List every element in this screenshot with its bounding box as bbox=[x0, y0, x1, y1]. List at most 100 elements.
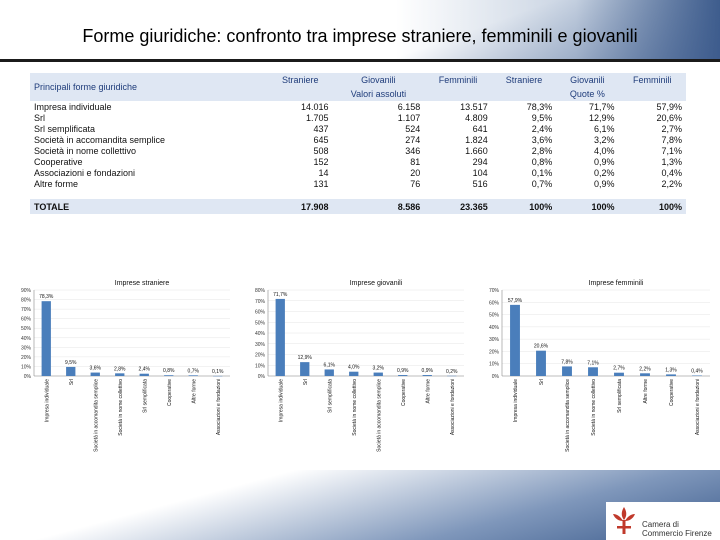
data-label: 7,1% bbox=[587, 360, 599, 366]
table-cell: 2,2% bbox=[661, 178, 682, 189]
y-tick-label: 50% bbox=[21, 326, 32, 332]
table-row: Cooperative 152 81 294 0,8% 0,9% 1,3% bbox=[30, 156, 686, 167]
data-label: 6,1% bbox=[324, 362, 336, 368]
y-tick-label: 70% bbox=[255, 299, 266, 305]
data-label: 3,6% bbox=[90, 366, 102, 372]
table-cell: 4.809 bbox=[465, 112, 488, 123]
y-tick-label: 70% bbox=[489, 288, 500, 294]
bar bbox=[536, 350, 546, 376]
y-tick-label: 10% bbox=[21, 364, 32, 370]
bar bbox=[66, 366, 76, 376]
x-tick-label: Cooperative bbox=[167, 379, 173, 406]
data-label: 57,9% bbox=[508, 298, 523, 304]
table-cell: 2,4% bbox=[531, 123, 553, 134]
row-label: TOTALE bbox=[30, 199, 268, 214]
y-tick-label: 0% bbox=[24, 374, 32, 380]
data-label: 2,2% bbox=[639, 366, 651, 372]
x-tick-label: Società in nome collettivo bbox=[352, 379, 358, 436]
table-cell: 100% bbox=[556, 199, 619, 214]
data-label: 0,7% bbox=[188, 368, 200, 374]
data-label: 20,6% bbox=[534, 344, 549, 350]
y-tick-label: 50% bbox=[489, 313, 500, 319]
bar bbox=[300, 362, 310, 376]
table-cell: 0,9% bbox=[594, 156, 615, 167]
chart-title: Imprese giovanili bbox=[350, 280, 403, 287]
bar bbox=[324, 369, 334, 376]
table-cell: 0,8% bbox=[531, 156, 553, 167]
bar bbox=[398, 375, 408, 376]
y-tick-label: 90% bbox=[21, 288, 32, 294]
forms-table: Principali forme giuridiche Straniere Gi… bbox=[30, 73, 686, 260]
table-cell: 3,6% bbox=[531, 134, 553, 145]
col-straniere-pct: Straniere bbox=[491, 73, 557, 87]
col-femminili-abs: Femminili bbox=[424, 73, 492, 87]
x-tick-label: Cooperative bbox=[401, 379, 407, 406]
y-tick-label: 70% bbox=[21, 307, 32, 313]
table-cell: 20,6% bbox=[656, 112, 682, 123]
table-cell: 104 bbox=[472, 167, 488, 178]
row-label: Srl bbox=[34, 112, 45, 123]
row-label: Impresa individuale bbox=[34, 101, 112, 112]
y-tick-label: 10% bbox=[489, 362, 500, 368]
table-row: Impresa individuale 14.016 6.158 13.517 78,3… bbox=[30, 101, 686, 112]
slide-title: Forme giuridiche: confronto tra imprese … bbox=[82, 26, 638, 46]
data-label: 3,2% bbox=[373, 366, 385, 372]
data-label: 0,2% bbox=[446, 369, 458, 375]
bar bbox=[422, 375, 432, 376]
y-tick-label: 60% bbox=[21, 317, 32, 323]
y-tick-label: 10% bbox=[255, 363, 266, 369]
y-tick-label: 80% bbox=[255, 288, 266, 294]
table-cell: 0,9% bbox=[594, 178, 615, 189]
table-cell: 645 bbox=[313, 134, 329, 145]
table-cell: 57,9% bbox=[656, 101, 682, 112]
bar bbox=[90, 372, 100, 376]
chart-straniere: Imprese straniere 0% 10% 20% 30% 40% 50% 60% 70%… bbox=[4, 268, 236, 458]
x-tick-label: Impresa individuale bbox=[513, 379, 519, 422]
col-giovanili-pct: Giovanili bbox=[556, 73, 619, 87]
x-tick-label: Altre forme bbox=[643, 379, 649, 404]
y-tick-label: 40% bbox=[489, 325, 500, 331]
y-tick-label: 60% bbox=[489, 300, 500, 306]
group-pct-label: Quote % bbox=[556, 87, 619, 101]
chart-giovanili-svg: Imprese giovanili 0% 10% 20% 30% 40% 50% 60% 70%… bbox=[255, 280, 464, 452]
bar bbox=[275, 298, 285, 376]
x-tick-label: Società in accomandita semplice bbox=[93, 379, 99, 452]
y-tick-label: 40% bbox=[21, 336, 32, 342]
bar bbox=[188, 375, 198, 376]
table-cell: 4,0% bbox=[594, 145, 615, 156]
table-cell: 0,4% bbox=[661, 167, 682, 178]
table-cell: 524 bbox=[405, 123, 421, 134]
table-cell: 6,1% bbox=[594, 123, 615, 134]
x-tick-label: Srl bbox=[539, 379, 545, 385]
data-label: 2,4% bbox=[139, 367, 151, 373]
table-cell: 437 bbox=[313, 123, 329, 134]
table-cell: 81 bbox=[410, 156, 421, 167]
chart-giovanili: Imprese giovanili 0% 10% 20% 30% 40% 50% 60% 70%… bbox=[238, 268, 470, 458]
header-decoration bbox=[0, 0, 720, 62]
x-tick-label: Srl bbox=[303, 379, 309, 385]
bar bbox=[115, 373, 125, 376]
y-tick-label: 20% bbox=[489, 349, 500, 355]
col-femminili-pct: Femminili bbox=[618, 73, 686, 87]
row-label: Cooperative bbox=[34, 156, 83, 167]
chart-title: Imprese femminili bbox=[589, 280, 644, 287]
table-body: Impresa individuale 14.016 6.158 13.517 78,3… bbox=[30, 101, 686, 214]
data-label: 2,8% bbox=[114, 366, 126, 372]
table-cell: 14 bbox=[318, 167, 329, 178]
x-tick-label: Altre forme bbox=[191, 379, 197, 404]
data-label: 0,8% bbox=[163, 368, 175, 374]
x-tick-label: Impresa individuale bbox=[44, 379, 50, 422]
table-cell: 7,8% bbox=[661, 134, 682, 145]
bar bbox=[614, 372, 624, 376]
footer-decoration bbox=[0, 470, 720, 540]
chart-title: Imprese straniere bbox=[115, 280, 170, 287]
data-label: 0,9% bbox=[422, 368, 434, 374]
table-cell: 1.107 bbox=[397, 112, 421, 123]
table-cell: 9,5% bbox=[531, 112, 553, 123]
table-cell: 13.517 bbox=[460, 101, 488, 112]
bar bbox=[588, 367, 598, 376]
bar bbox=[139, 373, 149, 376]
table-cell: 1.705 bbox=[305, 112, 329, 123]
data-label: 12,9% bbox=[298, 355, 313, 361]
data-label: 2,7% bbox=[613, 366, 625, 372]
